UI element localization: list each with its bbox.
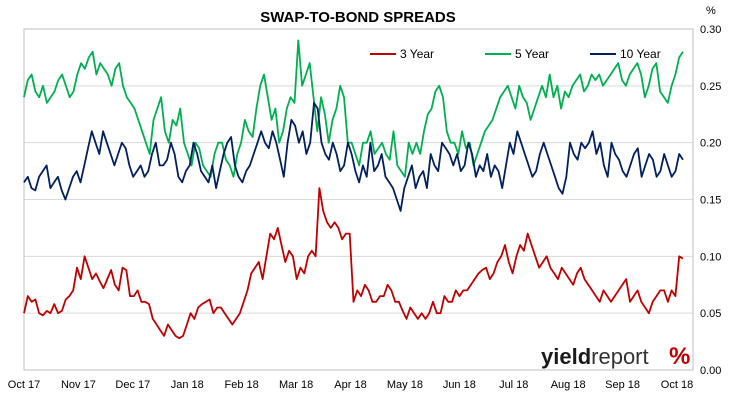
y-axis-unit: % <box>706 5 716 17</box>
y-tick-label: 0.20 <box>700 138 721 150</box>
logo-yield: yield <box>541 344 591 369</box>
x-tick-label: Jul 18 <box>499 379 528 391</box>
x-tick-label: Oct 18 <box>661 379 693 391</box>
legend: 3 Year 5 Year 10 Year <box>370 47 661 61</box>
x-tick-label: Jun 18 <box>443 379 476 391</box>
x-tick-label: Mar 18 <box>279 379 313 391</box>
yieldreport-logo: yieldreport % <box>541 343 690 370</box>
x-tick-label: Nov 17 <box>61 379 96 391</box>
x-tick-label: Oct 17 <box>8 379 40 391</box>
series-line-3-year <box>23 187 684 340</box>
y-tick-label: 0.05 <box>700 308 721 320</box>
y-tick-label: 0.30 <box>700 24 721 36</box>
series-line-10-year <box>23 102 684 212</box>
x-tick-label: May 18 <box>387 379 423 391</box>
chart-title: SWAP-TO-BOND SPREADS <box>260 9 456 26</box>
legend-label: 5 Year <box>515 47 549 61</box>
x-tick-label: Sep 18 <box>605 379 640 391</box>
legend-label: 3 Year <box>400 47 434 61</box>
legend-label: 10 Year <box>620 47 661 61</box>
y-tick-label: 0.00 <box>700 365 721 377</box>
x-tick-label: Apr 18 <box>334 379 366 391</box>
plot-area-border <box>23 28 694 371</box>
x-tick-label: Dec 17 <box>115 379 150 391</box>
y-tick-label: 0.10 <box>700 251 721 263</box>
gridlines <box>24 85 693 314</box>
logo-report: report <box>591 344 648 369</box>
series-lines <box>23 39 684 340</box>
y-tick-label: 0.15 <box>700 195 721 207</box>
svg-text:yieldreport: yieldreport <box>541 344 649 369</box>
logo-percent-icon: % <box>669 343 690 370</box>
series-line-5-year <box>23 39 684 178</box>
x-tick-label: Aug 18 <box>551 379 586 391</box>
x-axis-ticks: Oct 17 Nov 17 Dec 17 Jan 18 Feb 18 Mar 18 Apr … <box>8 379 693 391</box>
x-tick-label: Jan 18 <box>171 379 204 391</box>
y-axis-ticks: 0.00 0.05 0.10 0.15 0.20 0.25 0.30 <box>700 24 721 377</box>
y-tick-label: 0.25 <box>700 81 721 93</box>
x-tick-label: Feb 18 <box>225 379 259 391</box>
